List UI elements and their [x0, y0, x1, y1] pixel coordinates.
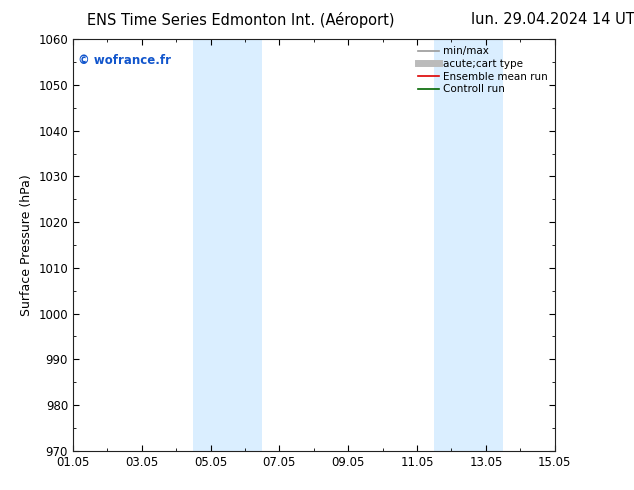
Text: © wofrance.fr: © wofrance.fr: [78, 53, 171, 67]
Text: ENS Time Series Edmonton Int. (Aéroport): ENS Time Series Edmonton Int. (Aéroport): [87, 12, 395, 28]
Bar: [193, 39, 228, 451]
Y-axis label: Surface Pressure (hPa): Surface Pressure (hPa): [20, 174, 33, 316]
Bar: [434, 39, 469, 451]
Text: lun. 29.04.2024 14 UTC: lun. 29.04.2024 14 UTC: [471, 12, 634, 27]
Bar: [228, 39, 262, 451]
Bar: [469, 39, 503, 451]
Legend: min/max, acute;cart type, Ensemble mean run, Controll run: min/max, acute;cart type, Ensemble mean …: [416, 45, 550, 97]
